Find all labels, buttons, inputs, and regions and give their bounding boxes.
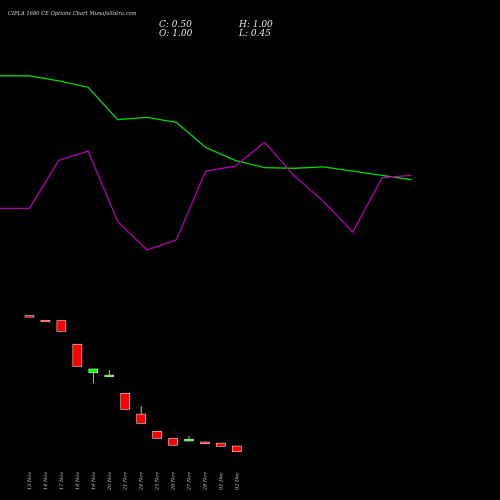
x-tick-label: 01 Dec: [218, 472, 224, 490]
candle: [232, 445, 242, 452]
candle: [40, 319, 51, 323]
purple-indicator-line: [0, 141, 412, 251]
close-value: C: 0.50: [159, 20, 192, 30]
candle-body: [200, 441, 210, 444]
x-tick-label: 14 Nov: [43, 472, 49, 490]
candle-body: [56, 320, 67, 332]
candle-body: [168, 438, 178, 446]
candle: [184, 435, 194, 442]
candle-body: [104, 374, 114, 377]
high-value: H: 1.00: [238, 20, 273, 30]
indicator-lines: [0, 75, 412, 251]
x-tick-label: 28 Nov: [202, 472, 208, 491]
x-axis-labels: 13 Nov 14 Nov 17 Nov 18 Nov 19 Nov 20 Nov 21 N…: [27, 472, 240, 491]
candle: [88, 368, 99, 384]
candle: [168, 438, 178, 446]
candle: [152, 431, 162, 439]
x-tick-label: 20 Nov: [107, 472, 113, 491]
x-tick-label: 13 Nov: [27, 472, 33, 490]
candle-body: [72, 343, 83, 367]
candle: [136, 405, 146, 424]
x-tick-label: 27 Nov: [187, 472, 193, 491]
candle: [216, 442, 226, 447]
x-tick-label: 02 Dec: [234, 472, 240, 490]
candles: [24, 315, 242, 452]
x-tick-label: 19 Nov: [91, 472, 97, 490]
candle: [24, 315, 35, 318]
candle: [200, 441, 210, 444]
green-indicator-line: [0, 75, 412, 181]
candle-body: [120, 393, 130, 410]
candle: [104, 370, 114, 377]
x-tick-label: 18 Nov: [75, 472, 81, 490]
candle-body: [88, 368, 99, 374]
candle-body: [232, 445, 242, 452]
x-tick-label: 21 Nov: [123, 472, 129, 491]
x-tick-label: 17 Nov: [59, 472, 65, 490]
open-value: O: 1.00: [159, 29, 193, 39]
x-tick-label: 26 Nov: [171, 472, 177, 491]
candle-body: [24, 315, 35, 318]
candle: [120, 393, 130, 410]
candle-body: [40, 319, 51, 323]
chart-title: CIPLA 1680 CE Options Chart MunafaSutra.…: [8, 11, 137, 17]
candle: [72, 343, 83, 367]
x-tick-label: 24 Nov: [139, 472, 145, 491]
candle-body: [184, 438, 194, 442]
candle: [56, 320, 67, 332]
x-tick-label: 25 Nov: [155, 472, 161, 491]
low-value: L: 0.45: [238, 29, 271, 39]
candle-body: [216, 442, 226, 447]
candle-body: [152, 431, 162, 439]
candle-body: [136, 413, 146, 424]
